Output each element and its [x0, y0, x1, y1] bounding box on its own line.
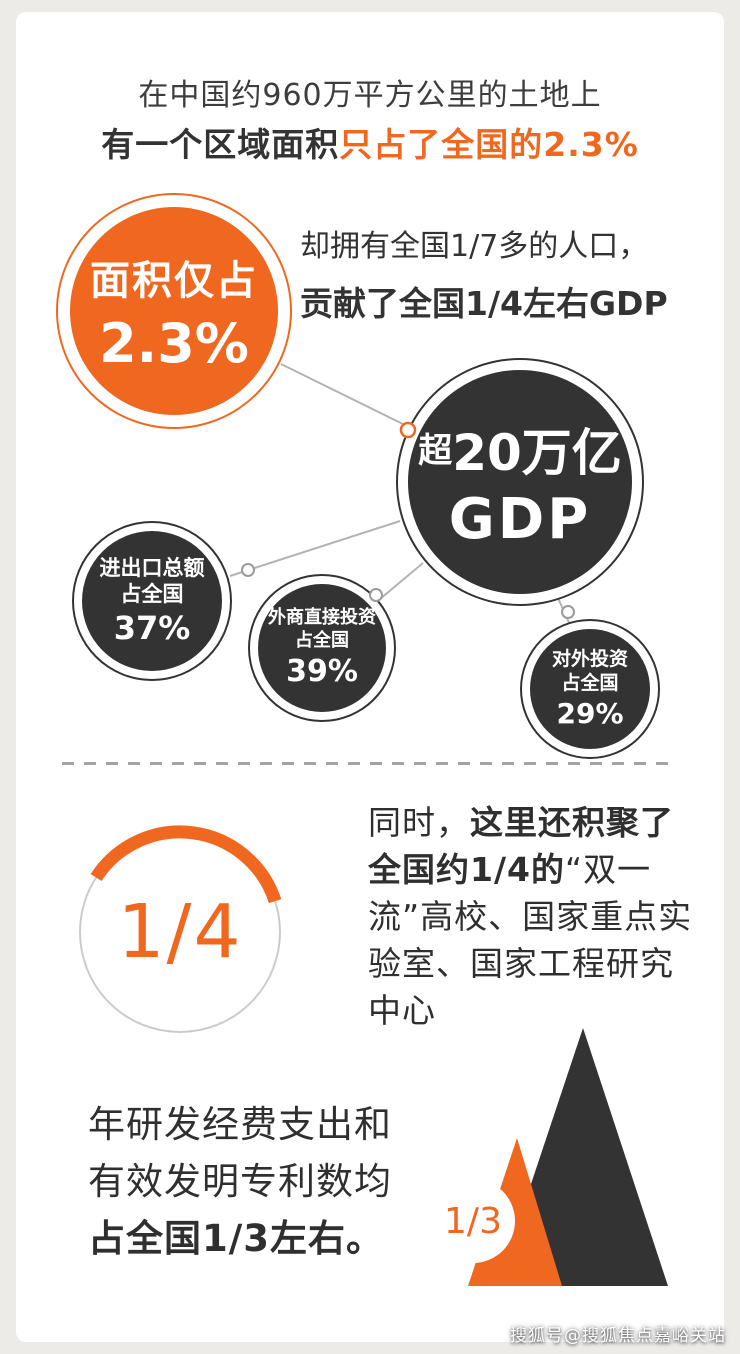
- ring-progress-arc: [90, 825, 282, 904]
- header-line2-dark: 有一个区域面积: [101, 125, 340, 164]
- gdp-circle-top: 超20万亿: [418, 413, 622, 485]
- quarter-ring-graphic: [79, 825, 282, 1033]
- stat-circle-trade: 进出口总额 占全国 37%: [82, 531, 222, 671]
- gdp-circle: 超20万亿 GDP: [408, 370, 632, 594]
- third-line3: 占全国1/3左右。: [88, 1217, 385, 1260]
- one-third-badge: 1/3: [431, 1179, 515, 1263]
- stat-value: 39%: [286, 654, 358, 689]
- one-third-badge-value: 1/3: [444, 1200, 502, 1242]
- stat-title: 外商直接投资: [268, 607, 376, 628]
- intro-line2: 贡献了全国1/4左右GDP: [300, 284, 668, 323]
- quarter-ring-value: 1/4: [117, 889, 243, 975]
- stat-title: 进出口总额: [99, 555, 205, 580]
- intro-line1: 却拥有全国1/7多的人口，: [300, 229, 649, 264]
- stat-value: 37%: [113, 609, 191, 648]
- area-circle-label: 面积仅占: [90, 257, 258, 304]
- stat-circle-fdi: 外商直接投资 占全国 39%: [258, 584, 386, 712]
- stat-sub: 占全国: [120, 582, 184, 606]
- stat-circle-odi: 对外投资 占全国 29%: [530, 629, 650, 749]
- stat-sub: 占全国: [561, 671, 619, 694]
- quarter-seg2: 这里还积聚了全国约1/4的: [368, 803, 674, 889]
- third-text: 年研发经费支出和 有效发明专利数均 占全国1/3左右。: [88, 1096, 448, 1267]
- quarter-ring: 1/4: [66, 818, 294, 1046]
- header-line2-accent: 只占了全国的2.3%: [339, 125, 639, 164]
- quarter-seg3: “双一流”高校、国家重点实验室、国家工程研究中心: [368, 850, 693, 1030]
- quarter-seg1: 同时，: [368, 803, 470, 842]
- stat-value: 29%: [556, 697, 624, 731]
- header-line1: 在中国约960万平方公里的土地上: [138, 78, 602, 113]
- gdp-label: GDP: [448, 486, 592, 552]
- third-line2: 有效发明专利数均: [88, 1160, 392, 1203]
- intro-text: 却拥有全国1/7多的人口， 贡献了全国1/4左右GDP: [300, 221, 700, 325]
- dashed-divider: [62, 762, 678, 765]
- stat-sub: 占全国: [295, 629, 349, 651]
- gdp-prefix: 超: [418, 430, 453, 471]
- stat-title: 对外投资: [551, 647, 628, 670]
- area-share-circle: 面积仅占 2.3%: [70, 207, 278, 415]
- area-circle-value: 2.3%: [99, 311, 249, 375]
- gdp-value: 20万亿: [452, 423, 622, 482]
- quarter-text: 同时，这里还积聚了全国约1/4的“双一流”高校、国家重点实验室、国家工程研究中心: [368, 799, 694, 1034]
- watermark: 搜狐号@搜狐焦点嘉峪关站: [510, 1326, 726, 1346]
- third-line1: 年研发经费支出和: [88, 1103, 392, 1146]
- header-line2: 有一个区域面积只占了全国的2.3%: [0, 118, 740, 166]
